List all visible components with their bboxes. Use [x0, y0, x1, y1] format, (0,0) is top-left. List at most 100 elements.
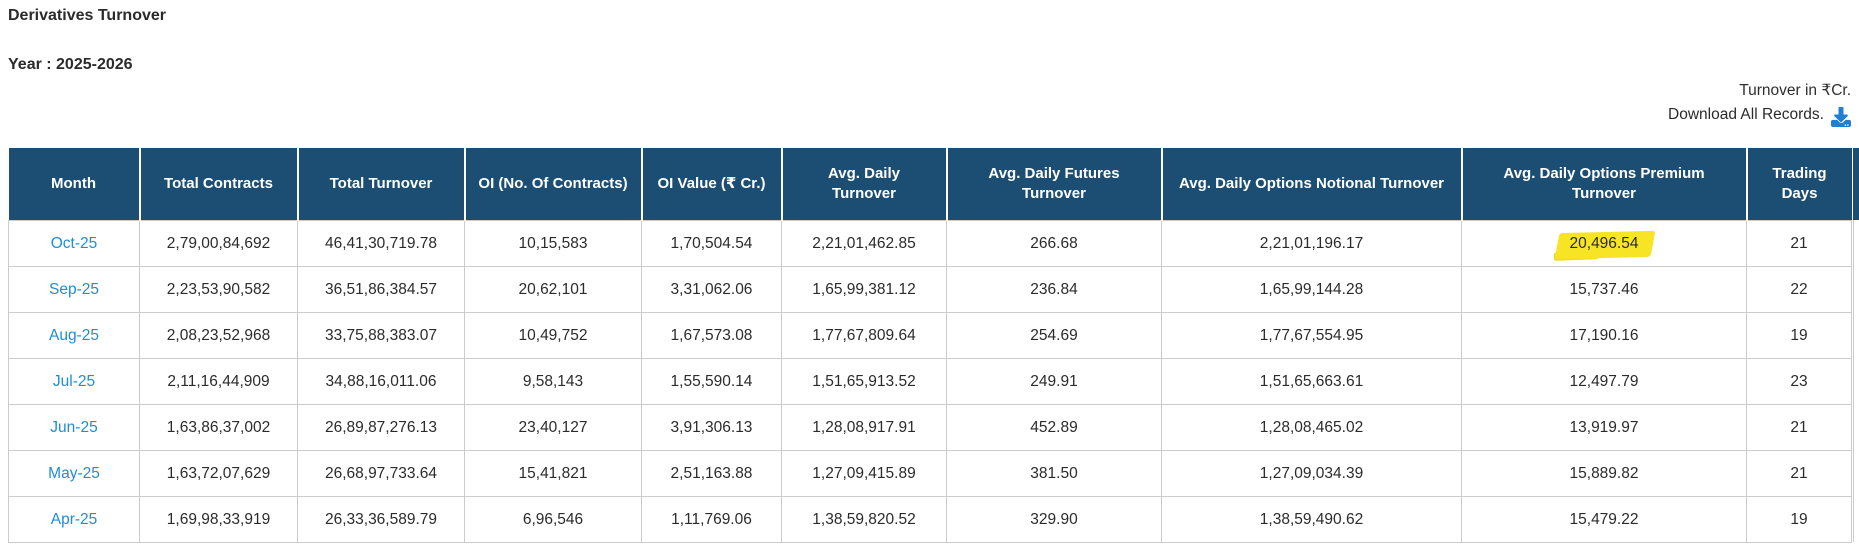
- col-header-month: Month: [8, 148, 141, 221]
- cell-total-turnover: 26,33,36,589.79: [297, 496, 465, 543]
- cell-total-contracts: 1,63,86,37,002: [139, 404, 298, 451]
- month-link[interactable]: Apr-25: [50, 510, 98, 528]
- cell-total-contracts: 2,11,16,44,909: [139, 358, 298, 405]
- cell-trading-days: 19: [1746, 496, 1852, 543]
- cell-avg-daily-futures-turnover: 249.91: [946, 358, 1162, 405]
- cell-avg-daily-turnover: 1,38,59,820.52: [781, 496, 947, 543]
- cell-avg-daily-turnover: 1,77,67,809.64: [781, 312, 947, 359]
- col-header-oi-contracts: OI (No. Of Contracts): [464, 148, 643, 221]
- cell-avg-daily-options-premium-turnover: 17,190.16: [1461, 312, 1747, 359]
- cell-avg-daily-options-notional-turnover: 1,27,09,034.39: [1161, 450, 1462, 497]
- cell-trading-days: 22: [1746, 266, 1852, 313]
- month-link[interactable]: Oct-25: [50, 234, 98, 252]
- cell-avg-daily-futures-turnover: 452.89: [946, 404, 1162, 451]
- table-row-oct-25: Oct-25 2,79,00,84,692 46,41,30,719.78 10…: [8, 220, 1852, 267]
- cell-total-contracts: 1,69,98,33,919: [139, 496, 298, 543]
- cell-total-turnover: 46,41,30,719.78: [297, 220, 465, 267]
- cell-month: May-25: [8, 450, 140, 497]
- col-header-oi-value: OI Value (₹ Cr.): [641, 148, 783, 221]
- cell-total-contracts: 2,08,23,52,968: [139, 312, 298, 359]
- cut-off-column-header: [1853, 148, 1859, 220]
- cell-oi-contracts: 10,15,583: [464, 220, 642, 267]
- cell-oi-value: 1,67,573.08: [641, 312, 782, 359]
- cell-oi-contracts: 15,41,821: [464, 450, 642, 497]
- download-icon: [1831, 107, 1851, 127]
- cell-total-contracts: 2,23,53,90,582: [139, 266, 298, 313]
- col-header-trading-days: Trading Days: [1746, 148, 1852, 221]
- highlight-marker: 20,496.54: [1569, 234, 1639, 252]
- cell-oi-value: 3,31,062.06: [641, 266, 782, 313]
- cell-oi-contracts: 6,96,546: [464, 496, 642, 543]
- cell-avg-daily-turnover: 1,51,65,913.52: [781, 358, 947, 405]
- cell-avg-daily-options-notional-turnover: 2,21,01,196.17: [1161, 220, 1462, 267]
- col-header-avg-daily-turnover: Avg. Daily Turnover: [781, 148, 948, 221]
- cell-trading-days: 19: [1746, 312, 1852, 359]
- month-link[interactable]: May-25: [48, 464, 100, 482]
- cell-avg-daily-futures-turnover: 266.68: [946, 220, 1162, 267]
- cell-total-turnover: 26,89,87,276.13: [297, 404, 465, 451]
- cell-trading-days: 21: [1746, 220, 1852, 267]
- cell-avg-daily-options-premium-turnover: 20,496.54: [1461, 220, 1747, 267]
- cell-total-contracts: 2,79,00,84,692: [139, 220, 298, 267]
- cell-avg-daily-options-premium-turnover: 15,889.82: [1461, 450, 1747, 497]
- cell-avg-daily-futures-turnover: 254.69: [946, 312, 1162, 359]
- month-link[interactable]: Jun-25: [50, 418, 98, 436]
- cell-avg-daily-turnover: 1,27,09,415.89: [781, 450, 947, 497]
- col-header-total-turnover: Total Turnover: [297, 148, 466, 221]
- cell-avg-daily-options-premium-turnover: 15,479.22: [1461, 496, 1747, 543]
- cell-month: Jul-25: [8, 358, 140, 405]
- cell-avg-daily-options-premium-turnover: 12,497.79: [1461, 358, 1747, 405]
- cell-avg-daily-options-premium-turnover: 13,919.97: [1461, 404, 1747, 451]
- cell-avg-daily-turnover: 1,65,99,381.12: [781, 266, 947, 313]
- table-row-aug-25: Aug-25 2,08,23,52,968 33,75,88,383.07 10…: [8, 312, 1852, 359]
- cell-month: Oct-25: [8, 220, 140, 267]
- cell-total-contracts: 1,63,72,07,629: [139, 450, 298, 497]
- table-row-jul-25: Jul-25 2,11,16,44,909 34,88,16,011.06 9,…: [8, 358, 1852, 405]
- cell-oi-contracts: 9,58,143: [464, 358, 642, 405]
- table-row-may-25: May-25 1,63,72,07,629 26,68,97,733.64 15…: [8, 450, 1852, 497]
- header-row: Month Total Contracts Total Turnover OI …: [8, 148, 1852, 221]
- col-header-avg-daily-futures-turnover: Avg. Daily Futures Turnover: [946, 148, 1163, 221]
- month-link[interactable]: Jul-25: [52, 372, 96, 390]
- month-link[interactable]: Aug-25: [49, 326, 99, 344]
- col-header-total-contracts: Total Contracts: [139, 148, 299, 221]
- download-all-records-link[interactable]: Download All Records.: [1668, 104, 1851, 127]
- cell-avg-daily-futures-turnover: 329.90: [946, 496, 1162, 543]
- cell-total-turnover: 34,88,16,011.06: [297, 358, 465, 405]
- cell-total-turnover: 36,51,86,384.57: [297, 266, 465, 313]
- cell-total-turnover: 33,75,88,383.07: [297, 312, 465, 359]
- month-link[interactable]: Sep-25: [49, 280, 99, 298]
- cell-trading-days: 21: [1746, 404, 1852, 451]
- table-row-sep-25: Sep-25 2,23,53,90,582 36,51,86,384.57 20…: [8, 266, 1852, 313]
- cell-trading-days: 21: [1746, 450, 1852, 497]
- cell-avg-daily-options-premium-turnover: 15,737.46: [1461, 266, 1747, 313]
- table-row-jun-25: Jun-25 1,63,86,37,002 26,89,87,276.13 23…: [8, 404, 1852, 451]
- cell-month: Sep-25: [8, 266, 140, 313]
- cell-month: Aug-25: [8, 312, 140, 359]
- cut-off-column: [1853, 148, 1859, 542]
- cell-avg-daily-options-notional-turnover: 1,77,67,554.95: [1161, 312, 1462, 359]
- derivatives-turnover-table: Month Total Contracts Total Turnover OI …: [8, 148, 1852, 543]
- cell-avg-daily-futures-turnover: 381.50: [946, 450, 1162, 497]
- cell-avg-daily-options-notional-turnover: 1,51,65,663.61: [1161, 358, 1462, 405]
- cell-avg-daily-futures-turnover: 236.84: [946, 266, 1162, 313]
- cell-avg-daily-options-notional-turnover: 1,28,08,465.02: [1161, 404, 1462, 451]
- col-header-avg-daily-options-premium-turnover: Avg. Daily Options Premium Turnover: [1461, 148, 1748, 221]
- cell-month: Jun-25: [8, 404, 140, 451]
- cell-oi-value: 1,55,590.14: [641, 358, 782, 405]
- page-title: Derivatives Turnover: [8, 7, 166, 24]
- cell-total-turnover: 26,68,97,733.64: [297, 450, 465, 497]
- cell-oi-value: 3,91,306.13: [641, 404, 782, 451]
- cell-oi-contracts: 23,40,127: [464, 404, 642, 451]
- cell-oi-value: 1,70,504.54: [641, 220, 782, 267]
- cell-avg-daily-options-notional-turnover: 1,65,99,144.28: [1161, 266, 1462, 313]
- cell-oi-value: 2,51,163.88: [641, 450, 782, 497]
- download-link-label: Download All Records.: [1668, 106, 1824, 123]
- cell-oi-value: 1,11,769.06: [641, 496, 782, 543]
- turnover-unit-note: Turnover in ₹Cr.: [1739, 82, 1851, 99]
- cut-off-column-body: [1853, 220, 1859, 542]
- cell-avg-daily-options-notional-turnover: 1,38,59,490.62: [1161, 496, 1462, 543]
- cell-trading-days: 23: [1746, 358, 1852, 405]
- table-meta-block: Turnover in ₹Cr. Download All Records.: [1668, 80, 1851, 127]
